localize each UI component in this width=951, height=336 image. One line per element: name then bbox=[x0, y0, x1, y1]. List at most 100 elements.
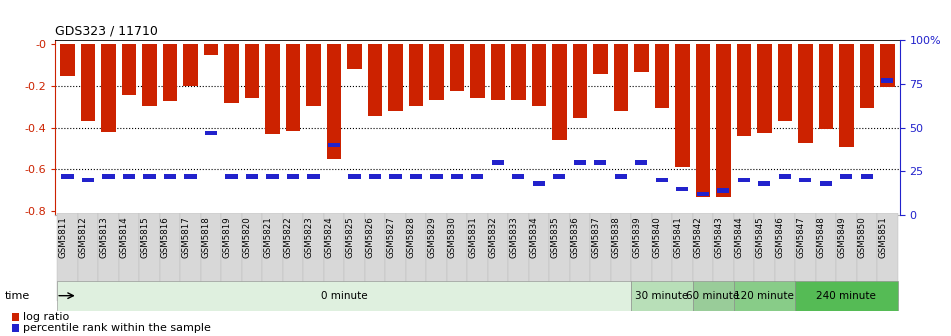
Bar bbox=[204, 44, 218, 55]
Text: 240 minute: 240 minute bbox=[816, 291, 876, 301]
Text: GSM5848: GSM5848 bbox=[817, 216, 825, 258]
Bar bbox=[184, 174, 197, 179]
Bar bbox=[492, 160, 504, 165]
Bar bbox=[795, 281, 898, 311]
Text: GSM5812: GSM5812 bbox=[79, 216, 87, 258]
Bar bbox=[160, 213, 180, 301]
Bar bbox=[717, 188, 729, 193]
Bar bbox=[204, 131, 217, 135]
Text: GSM5836: GSM5836 bbox=[571, 216, 580, 258]
Bar bbox=[737, 44, 751, 136]
Bar bbox=[692, 213, 713, 301]
Bar bbox=[328, 143, 340, 148]
Text: GSM5822: GSM5822 bbox=[284, 216, 293, 258]
Text: GSM5846: GSM5846 bbox=[776, 216, 785, 258]
Bar bbox=[62, 174, 73, 179]
Text: GSM5839: GSM5839 bbox=[632, 216, 641, 258]
Bar bbox=[57, 213, 78, 301]
Bar bbox=[282, 213, 303, 301]
Bar bbox=[244, 44, 259, 97]
Bar bbox=[532, 44, 546, 106]
Text: GSM5850: GSM5850 bbox=[858, 216, 867, 258]
Bar bbox=[242, 213, 262, 301]
Bar bbox=[553, 174, 566, 179]
Bar bbox=[758, 181, 770, 186]
Bar bbox=[467, 213, 488, 301]
Bar bbox=[553, 44, 567, 140]
Bar bbox=[795, 213, 816, 301]
Bar bbox=[143, 44, 157, 106]
Text: GSM5811: GSM5811 bbox=[58, 216, 68, 258]
Text: GSM5831: GSM5831 bbox=[469, 216, 477, 258]
Bar bbox=[754, 213, 775, 301]
Bar bbox=[692, 281, 733, 311]
Bar bbox=[225, 174, 238, 179]
Bar bbox=[429, 44, 443, 99]
Text: log ratio: log ratio bbox=[23, 312, 69, 322]
Bar bbox=[819, 44, 833, 129]
Bar bbox=[348, 174, 360, 179]
Bar bbox=[697, 192, 708, 196]
Text: GSM5818: GSM5818 bbox=[202, 216, 211, 258]
Bar bbox=[651, 213, 672, 301]
Bar bbox=[512, 44, 526, 99]
Bar bbox=[631, 281, 692, 311]
Bar bbox=[81, 44, 95, 121]
Bar bbox=[881, 44, 895, 87]
Bar bbox=[410, 174, 422, 179]
Bar bbox=[816, 213, 836, 301]
Bar bbox=[266, 174, 279, 179]
Bar bbox=[573, 160, 586, 165]
Bar bbox=[676, 186, 689, 191]
Text: GSM5830: GSM5830 bbox=[448, 216, 456, 258]
Bar bbox=[614, 174, 627, 179]
Bar bbox=[119, 213, 139, 301]
Bar bbox=[163, 44, 177, 101]
Bar bbox=[451, 174, 463, 179]
Text: GDS323 / 11710: GDS323 / 11710 bbox=[55, 25, 158, 38]
Bar bbox=[738, 178, 750, 182]
Bar bbox=[406, 213, 426, 301]
Text: GSM5813: GSM5813 bbox=[100, 216, 108, 258]
Bar bbox=[307, 174, 320, 179]
Bar bbox=[303, 213, 323, 301]
Bar bbox=[470, 44, 485, 97]
Bar bbox=[164, 174, 176, 179]
Bar bbox=[98, 213, 119, 301]
Bar bbox=[306, 44, 320, 106]
Bar bbox=[139, 213, 160, 301]
Text: percentile rank within the sample: percentile rank within the sample bbox=[23, 323, 211, 333]
Bar bbox=[716, 44, 730, 197]
Text: GSM5814: GSM5814 bbox=[120, 216, 129, 258]
Bar bbox=[798, 44, 812, 143]
Text: GSM5842: GSM5842 bbox=[694, 216, 703, 258]
Bar bbox=[184, 44, 198, 86]
Text: GSM5849: GSM5849 bbox=[837, 216, 846, 258]
Bar bbox=[262, 213, 282, 301]
Bar bbox=[323, 213, 344, 301]
Bar bbox=[11, 313, 19, 321]
Text: GSM5847: GSM5847 bbox=[796, 216, 805, 258]
Bar bbox=[799, 178, 811, 182]
Bar bbox=[60, 44, 74, 76]
Bar bbox=[265, 44, 280, 134]
Bar bbox=[144, 174, 156, 179]
Bar bbox=[672, 213, 692, 301]
Text: GSM5821: GSM5821 bbox=[263, 216, 272, 258]
Bar bbox=[613, 44, 628, 111]
Bar bbox=[364, 213, 385, 301]
Bar bbox=[122, 44, 136, 95]
Bar bbox=[573, 44, 587, 118]
Text: GSM5815: GSM5815 bbox=[141, 216, 149, 258]
Bar bbox=[860, 44, 874, 108]
Bar bbox=[426, 213, 447, 301]
Text: 120 minute: 120 minute bbox=[734, 291, 794, 301]
Text: GSM5823: GSM5823 bbox=[304, 216, 314, 258]
Bar bbox=[11, 324, 19, 332]
Bar bbox=[201, 213, 222, 301]
Bar bbox=[635, 160, 648, 165]
Bar bbox=[57, 281, 631, 311]
Bar bbox=[430, 174, 442, 179]
Bar bbox=[529, 213, 549, 301]
Text: GSM5834: GSM5834 bbox=[530, 216, 539, 258]
